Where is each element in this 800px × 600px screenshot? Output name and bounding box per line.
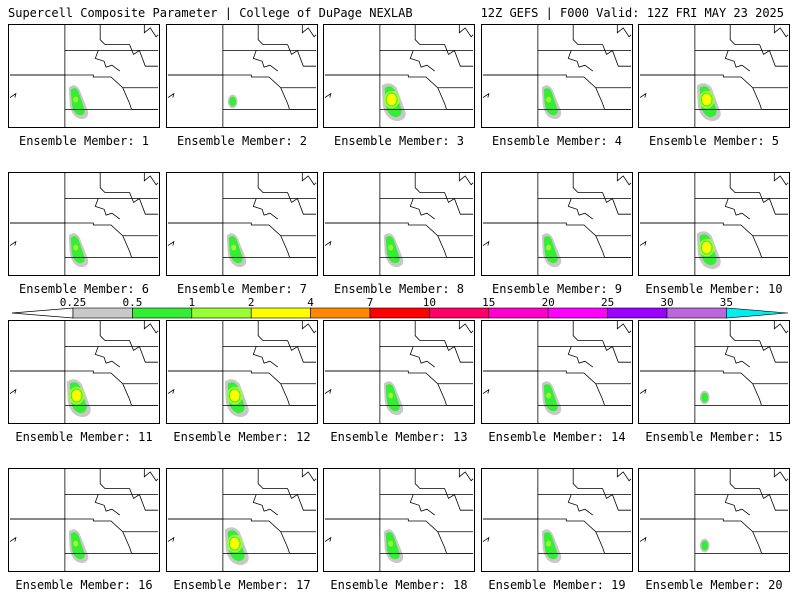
- ensemble-member-label: Ensemble Member: 13: [330, 430, 468, 444]
- color-bar-low-arrow: [11, 307, 74, 319]
- color-scale-tick-label: 30: [660, 296, 674, 309]
- color-bar-high-arrow: [726, 307, 789, 319]
- color-bar-segment: [132, 307, 193, 319]
- chart-title: Supercell Composite Parameter | College …: [8, 6, 413, 20]
- ensemble-member-label: Ensemble Member: 20: [645, 578, 783, 592]
- ensemble-member-label: Ensemble Member: 14: [488, 430, 626, 444]
- color-bar-segment: [191, 307, 252, 319]
- color-scale-tick-label: 4: [307, 296, 314, 309]
- color-scale-tick-label: 7: [366, 296, 374, 309]
- ensemble-member-map: [166, 320, 318, 424]
- ensemble-member-label: Ensemble Member: 16: [15, 578, 153, 592]
- ensemble-member-label: Ensemble Member: 18: [330, 578, 468, 592]
- color-scale-tick-label: 0.25: [59, 296, 87, 309]
- color-bar-segment: [547, 307, 608, 319]
- color-scale-tick-label: 15: [482, 296, 496, 309]
- ensemble-member-map: [638, 172, 790, 276]
- color-bar-segment: [310, 307, 371, 319]
- color-bar-segment: [250, 307, 311, 319]
- color-bar-segment: [369, 307, 430, 319]
- color-bar-segment: [488, 307, 549, 319]
- ensemble-member-map: [166, 172, 318, 276]
- ensemble-member-map: [323, 24, 475, 128]
- ensemble-member-label: Ensemble Member: 1: [18, 134, 150, 148]
- ensemble-member-label: Ensemble Member: 8: [333, 282, 465, 296]
- color-scale-tick-label: 2: [247, 296, 255, 309]
- ensemble-member-label: Ensemble Member: 7: [176, 282, 308, 296]
- ensemble-member-label: Ensemble Member: 9: [491, 282, 623, 296]
- color-bar-segment: [72, 307, 133, 319]
- ensemble-member-map: [481, 320, 633, 424]
- ensemble-member-map: [8, 24, 160, 128]
- color-scale-tick-label: 20: [541, 296, 555, 309]
- color-scale-tick-label: 0.5: [122, 296, 143, 309]
- ensemble-member-label: Ensemble Member: 2: [176, 134, 308, 148]
- ensemble-member-label: Ensemble Member: 4: [491, 134, 623, 148]
- ensemble-member-map: [638, 468, 790, 572]
- color-scale-bar: [11, 307, 789, 319]
- ensemble-member-label: Ensemble Member: 5: [648, 134, 780, 148]
- ensemble-member-map: [481, 172, 633, 276]
- color-bar-segment: [607, 307, 668, 319]
- ensemble-member-label: Ensemble Member: 6: [18, 282, 150, 296]
- ensemble-member-label: Ensemble Member: 10: [645, 282, 783, 296]
- ensemble-member-map: [323, 320, 475, 424]
- ensemble-member-map: [638, 24, 790, 128]
- color-scale-tick-label: 25: [600, 296, 615, 309]
- ensemble-member-label: Ensemble Member: 17: [173, 578, 311, 592]
- valid-time: 12Z GEFS | F000 Valid: 12Z FRI MAY 23 20…: [480, 6, 784, 20]
- color-bar-segment: [666, 307, 727, 319]
- ensemble-member-map: [638, 320, 790, 424]
- ensemble-member-map: [323, 172, 475, 276]
- ensemble-member-map: [8, 320, 160, 424]
- ensemble-member-label: Ensemble Member: 11: [15, 430, 153, 444]
- ensemble-member-map: [166, 24, 318, 128]
- color-bar-segment: [429, 307, 490, 319]
- color-scale-tick-label: 10: [422, 296, 437, 309]
- ensemble-member-map: [8, 172, 160, 276]
- ensemble-member-label: Ensemble Member: 3: [333, 134, 465, 148]
- ensemble-member-label: Ensemble Member: 19: [488, 578, 626, 592]
- ensemble-member-label: Ensemble Member: 12: [173, 430, 311, 444]
- color-scale-tick-label: 1: [188, 296, 196, 309]
- ensemble-member-map: [8, 468, 160, 572]
- ensemble-member-map: [323, 468, 475, 572]
- ensemble-member-map: [481, 468, 633, 572]
- ensemble-member-label: Ensemble Member: 15: [645, 430, 783, 444]
- color-scale-tick-label: 35: [719, 296, 734, 309]
- ensemble-member-map: [481, 24, 633, 128]
- ensemble-member-map: [166, 468, 318, 572]
